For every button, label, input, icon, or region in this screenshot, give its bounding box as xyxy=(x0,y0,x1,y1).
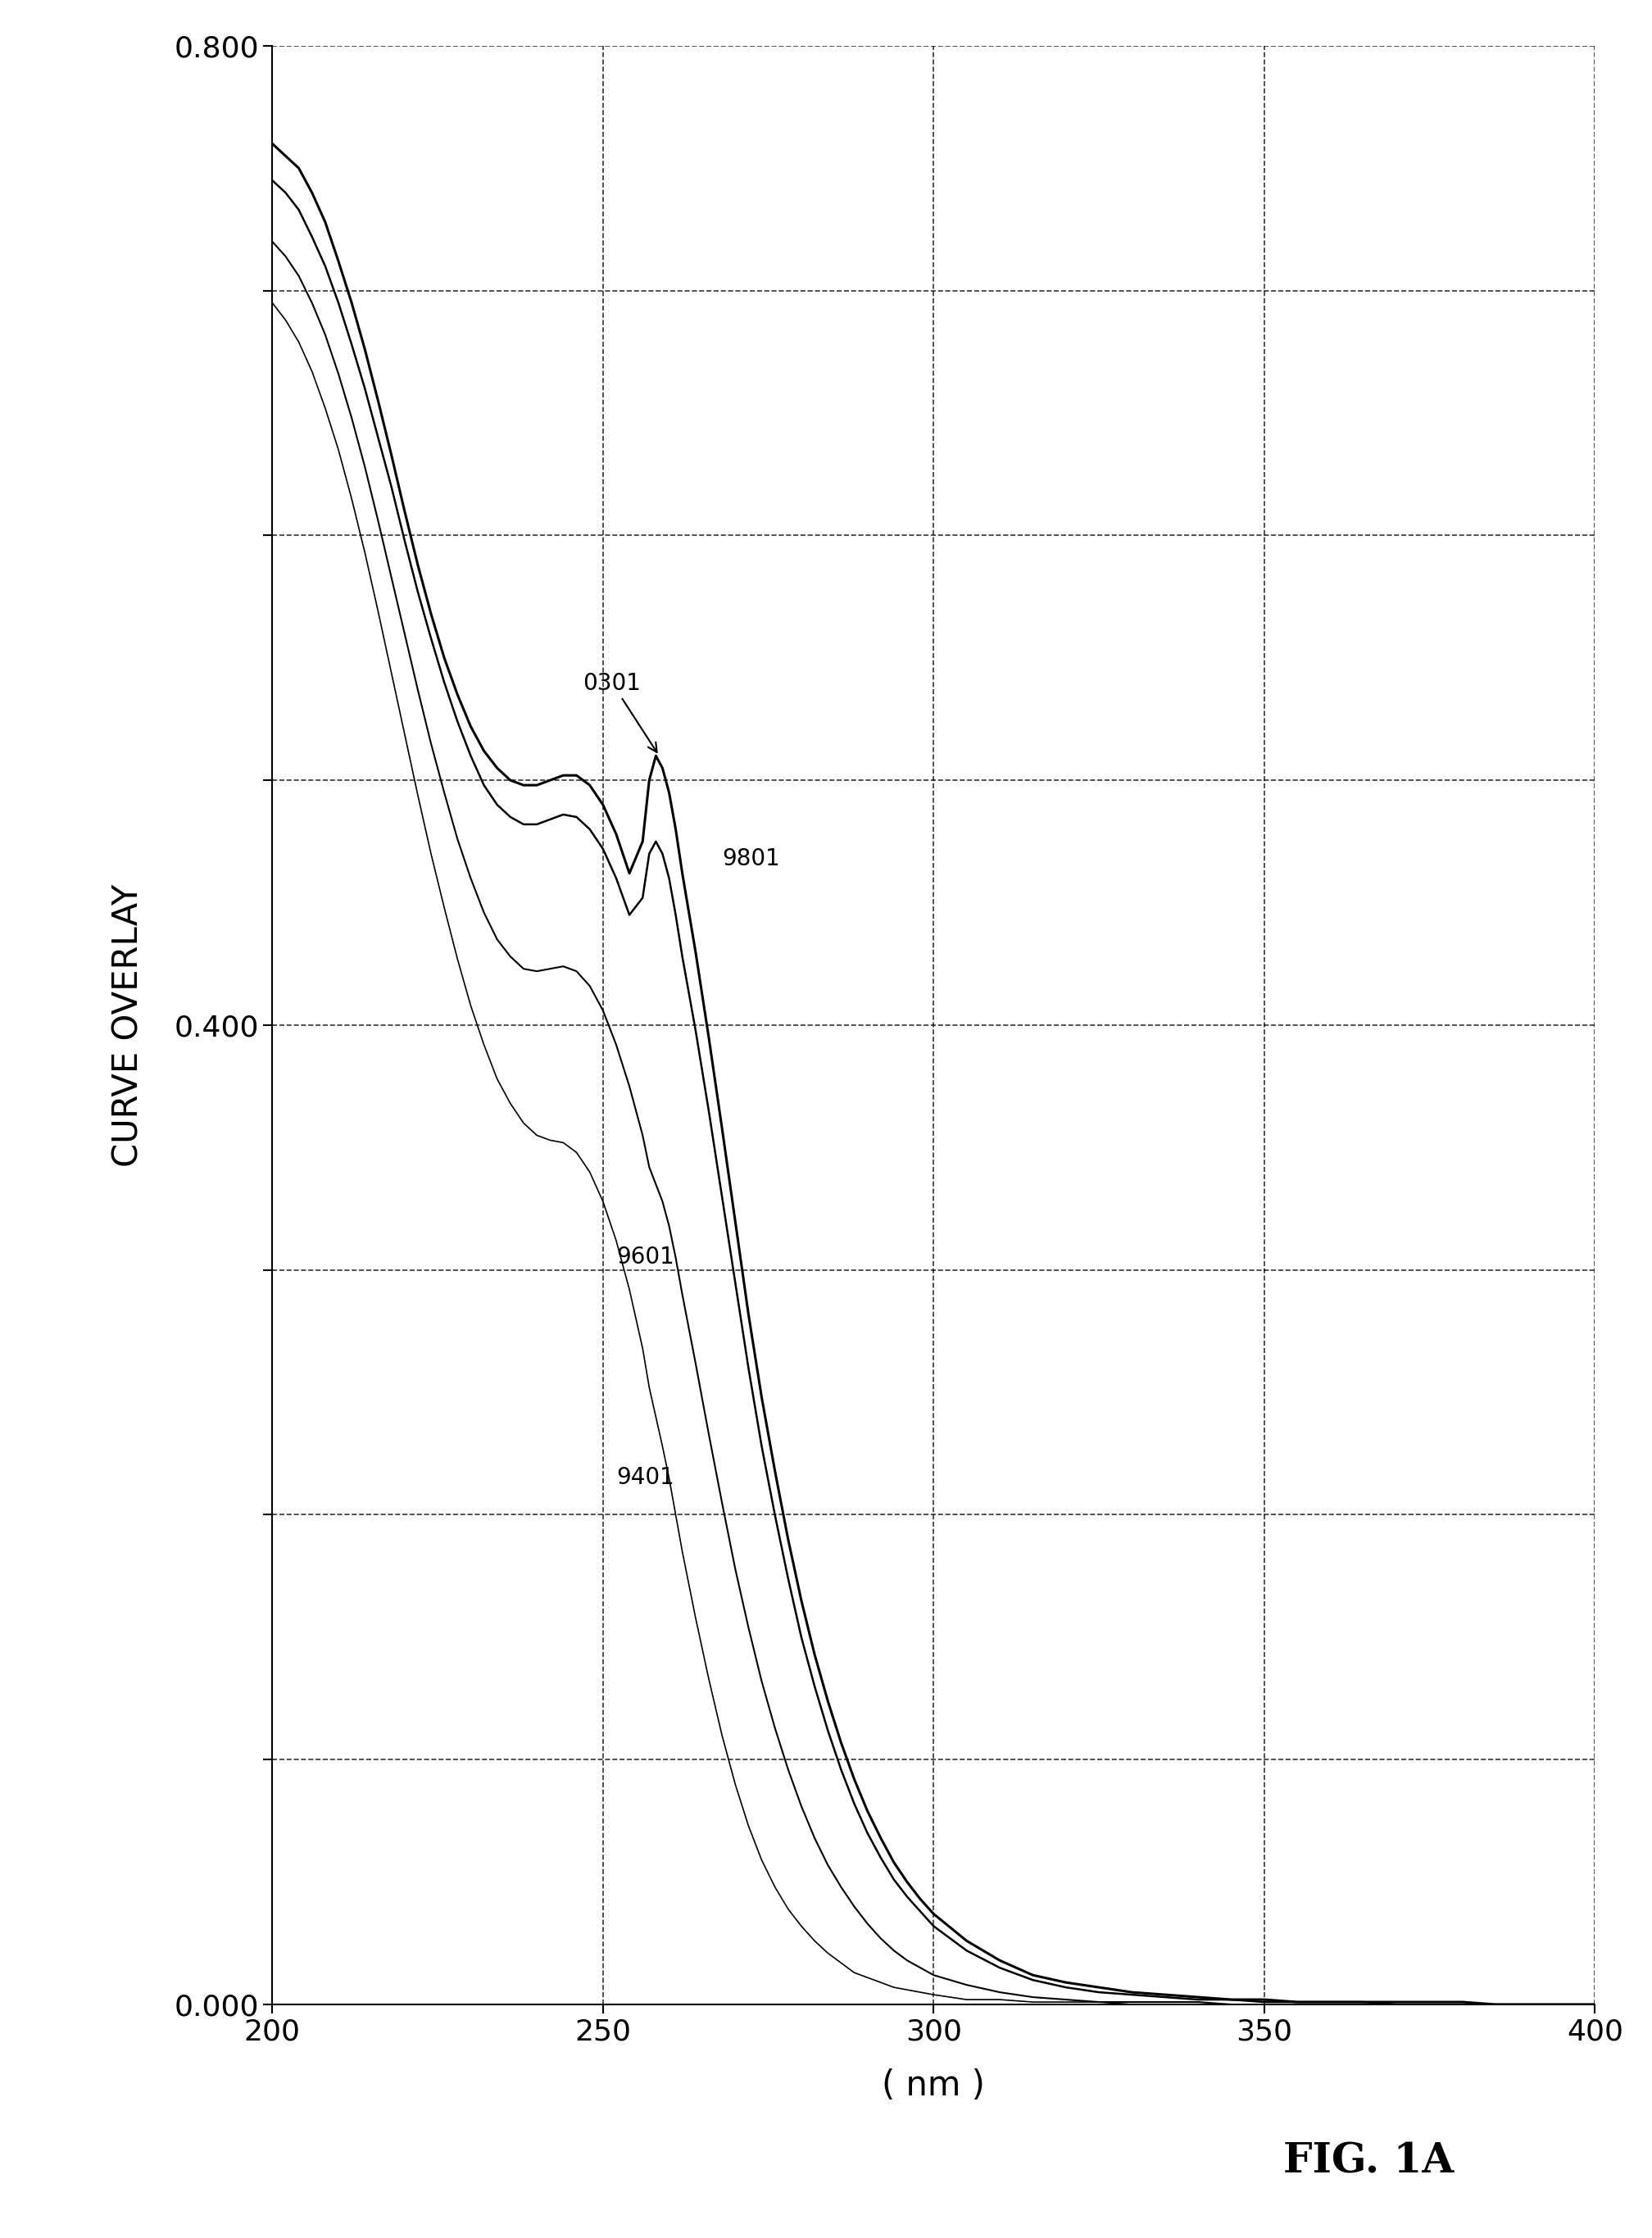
Text: 9801: 9801 xyxy=(722,848,780,871)
Text: FIG. 1A: FIG. 1A xyxy=(1284,2142,1454,2182)
Text: 9401: 9401 xyxy=(616,1466,674,1488)
Text: 9601: 9601 xyxy=(616,1247,674,1269)
Y-axis label: CURVE OVERLAY: CURVE OVERLAY xyxy=(111,884,145,1166)
Text: 0301: 0301 xyxy=(583,671,657,752)
X-axis label: ( nm ): ( nm ) xyxy=(882,2068,985,2104)
